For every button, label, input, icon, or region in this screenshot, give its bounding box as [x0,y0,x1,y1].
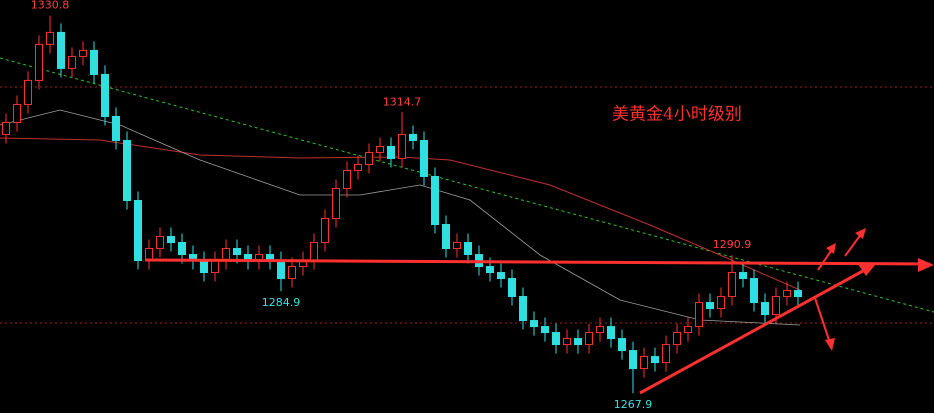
candle-body [629,350,637,370]
candle-body [112,115,120,141]
candle-body [519,296,527,322]
candle-body [442,224,450,250]
candle-body [585,332,593,346]
candle-body [640,356,648,370]
candle-body [497,272,505,280]
candle-body [761,302,769,316]
candle-body [365,151,373,165]
candle-body [134,199,142,262]
candle-body [651,356,659,364]
candle-body [90,49,98,75]
candle-body [486,266,494,274]
candle-body [563,338,571,346]
price-label: 1314.7 [383,95,422,108]
arrow-head [858,264,876,276]
trend-line [0,57,934,313]
arrow [817,247,834,271]
candle-body [398,133,406,159]
candle-body [728,272,736,298]
candle-body [794,290,802,298]
candle-body [464,242,472,256]
arrow [814,297,831,344]
candle-body [354,163,362,171]
candle-body [2,121,10,135]
candle-body [552,332,560,346]
candle-body [79,49,87,57]
candle-body [211,260,219,274]
candle-body [233,248,241,256]
candle-body [387,145,395,159]
arrow-head [826,243,836,254]
candle-body [420,139,428,177]
support-line [144,258,931,266]
candle-body [376,145,384,153]
candle-body [530,320,538,328]
arrow-head [855,228,866,239]
candle-body [431,175,439,226]
moving-average [0,137,801,291]
price-label: 1330.8 [31,0,70,12]
candle-body [167,236,175,244]
candle-body [343,169,351,189]
candle-body [772,296,780,316]
candle-body [68,55,76,69]
candle-body [717,296,725,310]
candle-body [101,73,109,117]
moving-average [0,109,801,326]
candle-body [750,278,758,304]
candle-body [541,326,549,334]
candle-body [739,272,747,280]
candle-body [178,242,186,256]
uptrend-line [639,264,873,395]
candle-body [310,242,318,262]
candle-body [200,260,208,274]
candle-body [684,326,692,334]
candle-body [409,133,417,141]
candle-body [57,31,65,69]
candle-body [695,302,703,328]
candle-body [783,290,791,298]
candle-body [332,187,340,220]
candle-body [706,302,714,310]
arrow-head [918,258,934,272]
candle-body [596,326,604,334]
candle-body [222,248,230,262]
candle-body [24,79,32,105]
arrow-head [825,338,835,351]
candle-body [321,218,329,244]
candle-body [662,344,670,364]
price-label: 1267.9 [614,398,653,411]
candle-body [618,338,626,352]
price-label: 1284.9 [262,296,301,309]
candle-body [277,260,285,280]
candle-body [453,242,461,250]
price-label: 1290.9 [713,238,752,251]
chart-title: 美黄金4小时级别 [612,105,742,125]
candle-body [607,326,615,340]
candle-body [46,31,54,45]
candle-body [13,103,21,123]
candle-body [508,278,516,298]
candle-body [123,139,131,201]
candle-body [288,266,296,280]
candle-body [35,43,43,81]
candle-body [574,338,582,346]
candle-body [673,332,681,346]
arrow [844,232,863,257]
candle-body [156,236,164,250]
